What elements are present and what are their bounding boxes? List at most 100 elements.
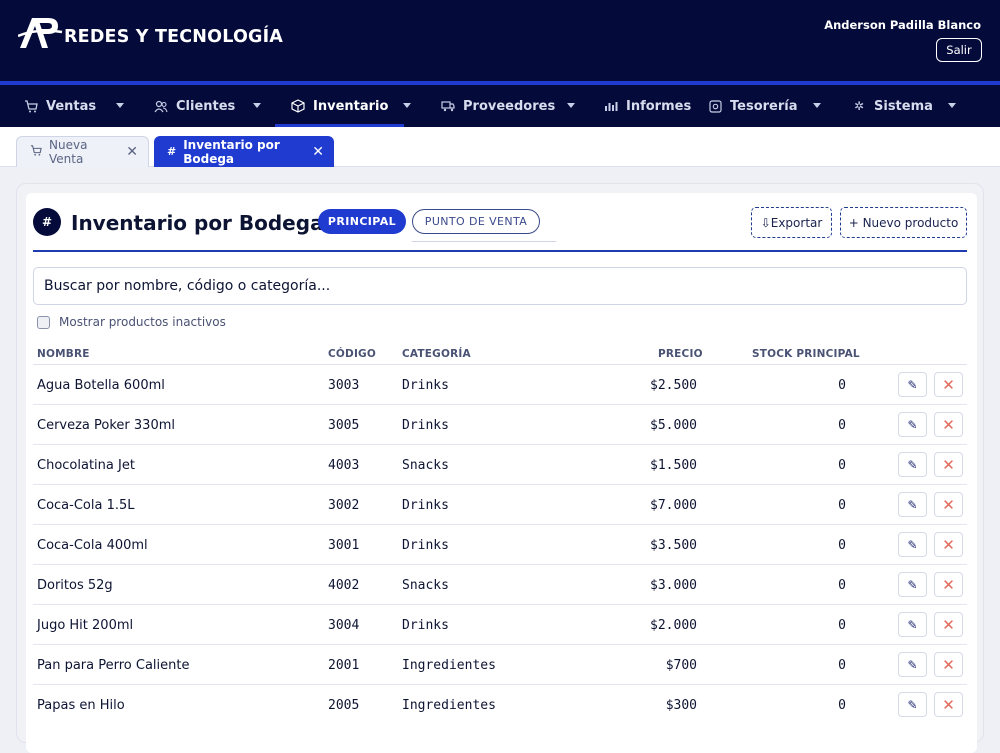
nav-item-proveedores[interactable]: Proveedores (441, 85, 555, 127)
export-button[interactable]: ⇩Exportar (751, 207, 832, 238)
brand-name: REDES Y TECNOLOGÍA (64, 27, 284, 47)
pencil-icon: ✎ (907, 697, 918, 712)
chevron-down-icon[interactable] (253, 103, 261, 108)
tab-bar: Nueva Venta ✕ # Inventario por Bodega ✕ (0, 127, 1000, 167)
close-icon[interactable]: ✕ (126, 144, 138, 160)
delete-button[interactable]: ✕ (934, 572, 963, 597)
column-header-category[interactable]: CATEGORÍA (402, 348, 471, 360)
nav-item-clientes[interactable]: Clientes (154, 85, 235, 127)
cell-stock: 0 (838, 618, 846, 633)
nav-item-sistema[interactable]: ✲ Sistema (852, 85, 933, 127)
gear-icon: ✲ (853, 99, 865, 113)
close-icon[interactable]: ✕ (312, 143, 324, 160)
edit-button[interactable]: ✎ (898, 412, 927, 437)
cell-stock: 0 (838, 378, 846, 393)
chevron-down-icon[interactable] (948, 103, 956, 108)
delete-button[interactable]: ✕ (934, 612, 963, 637)
edit-button[interactable]: ✎ (898, 572, 927, 597)
chevron-down-icon[interactable] (567, 103, 575, 108)
cell-price: $3.000 (650, 578, 697, 593)
delete-button[interactable]: ✕ (934, 372, 963, 397)
cell-stock: 0 (838, 698, 846, 713)
brand-logo[interactable]: REDES Y TECNOLOGÍA (18, 14, 283, 50)
tab-label: Nueva Venta (49, 138, 88, 166)
column-header-code[interactable]: CÓDIGO (328, 348, 376, 360)
nav-label: Inventario (313, 98, 389, 114)
table-row: Jugo Hit 200ml 3004 Drinks $2.000 0 ✎ ✕ (33, 605, 967, 645)
cell-category: Drinks (402, 418, 449, 433)
close-icon: ✕ (942, 655, 955, 674)
cell-code: 3003 (328, 378, 360, 393)
show-inactive-checkbox[interactable] (37, 315, 50, 329)
table-row: Pan para Perro Caliente 2001 Ingrediente… (33, 645, 967, 685)
column-header-price[interactable]: PRECIO (658, 348, 703, 360)
cell-name: Doritos 52g (37, 578, 113, 593)
nav-label: Sistema (874, 98, 933, 114)
table-header-divider (33, 364, 967, 365)
nav-item-informes[interactable]: Informes (604, 85, 691, 127)
nav-item-tesoreria[interactable]: Tesorería (708, 85, 798, 127)
show-inactive-toggle[interactable]: Mostrar productos inactivos (37, 315, 226, 329)
close-icon: ✕ (942, 535, 955, 554)
cell-category: Drinks (402, 618, 449, 633)
column-header-stock[interactable]: STOCK PRINCIPAL (752, 348, 860, 360)
new-product-button[interactable]: + Nuevo producto (840, 207, 967, 238)
cell-name: Pan para Perro Caliente (37, 658, 190, 673)
pill-divider (412, 241, 556, 242)
edit-button[interactable]: ✎ (898, 532, 927, 557)
cell-stock: 0 (838, 418, 846, 433)
chevron-down-icon[interactable] (813, 103, 821, 108)
chevron-down-icon[interactable] (403, 103, 411, 108)
cell-category: Drinks (402, 538, 449, 553)
delete-button[interactable]: ✕ (934, 652, 963, 677)
cell-code: 4002 (328, 578, 360, 593)
delete-button[interactable]: ✕ (934, 692, 963, 717)
title-divider (33, 250, 967, 252)
cell-price: $300 (665, 698, 697, 713)
table-row: Agua Botella 600ml 3003 Drinks $2.500 0 … (33, 365, 967, 405)
nav-label: Informes (626, 98, 692, 114)
tab-inventario-por-bodega[interactable]: # Inventario por Bodega ✕ (154, 136, 334, 167)
column-header-name[interactable]: NOMBRE (37, 348, 90, 360)
pencil-icon: ✎ (907, 497, 918, 512)
nav-label: Tesorería (730, 98, 798, 114)
table-row: Coca-Cola 400ml 3001 Drinks $3.500 0 ✎ ✕ (33, 525, 967, 565)
edit-button[interactable]: ✎ (898, 692, 927, 717)
cell-name: Papas en Hilo (37, 698, 125, 713)
cell-code: 3002 (328, 498, 360, 513)
search-input[interactable] (33, 267, 967, 305)
edit-button[interactable]: ✎ (898, 652, 927, 677)
delete-button[interactable]: ✕ (934, 492, 963, 517)
table-row: Cerveza Poker 330ml 3005 Drinks $5.000 0… (33, 405, 967, 445)
tab-principal[interactable]: PRINCIPAL (318, 209, 406, 234)
cell-name: Cerveza Poker 330ml (37, 418, 175, 433)
edit-button[interactable]: ✎ (898, 372, 927, 397)
logout-button[interactable]: Salir (936, 38, 982, 62)
edit-button[interactable]: ✎ (898, 492, 927, 517)
cell-code: 3005 (328, 418, 360, 433)
delete-button[interactable]: ✕ (934, 532, 963, 557)
delete-button[interactable]: ✕ (934, 412, 963, 437)
cell-code: 3001 (328, 538, 360, 553)
cell-stock: 0 (838, 658, 846, 673)
cell-category: Drinks (402, 378, 449, 393)
cell-stock: 0 (838, 458, 846, 473)
pencil-icon: ✎ (907, 657, 918, 672)
users-icon (154, 99, 168, 113)
cell-name: Agua Botella 600ml (37, 378, 165, 393)
edit-button[interactable]: ✎ (898, 452, 927, 477)
close-icon: ✕ (942, 415, 955, 434)
cell-category: Snacks (402, 578, 449, 593)
chevron-down-icon[interactable] (116, 103, 124, 108)
pencil-icon: ✎ (907, 577, 918, 592)
table-row: Coca-Cola 1.5L 3002 Drinks $7.000 0 ✎ ✕ (33, 485, 967, 525)
tab-nueva-venta[interactable]: Nueva Venta ✕ (16, 136, 149, 167)
tab-punto-de-venta[interactable]: PUNTO DE VENTA (412, 209, 540, 234)
pencil-icon: ✎ (907, 417, 918, 432)
delete-button[interactable]: ✕ (934, 452, 963, 477)
nav-item-ventas[interactable]: Ventas (24, 85, 96, 127)
cell-price: $7.000 (650, 498, 697, 513)
edit-button[interactable]: ✎ (898, 612, 927, 637)
nav-item-inventario[interactable]: Inventario (274, 85, 405, 127)
pencil-icon: ✎ (907, 537, 918, 552)
